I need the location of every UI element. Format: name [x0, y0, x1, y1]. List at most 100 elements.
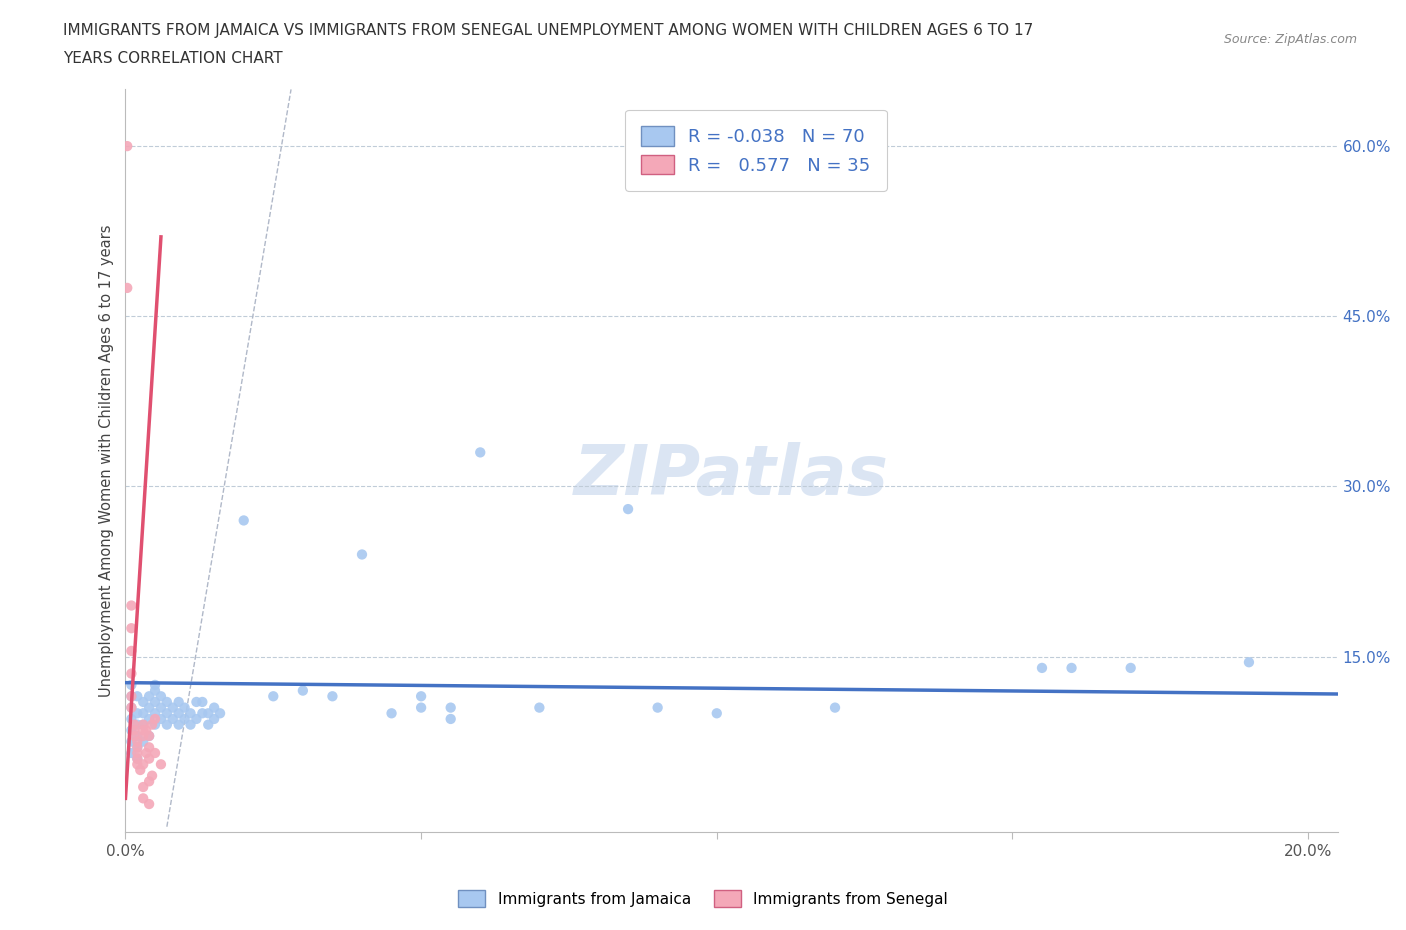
- Point: [209, 706, 232, 721]
- Point: [470, 445, 492, 459]
- Legend: R = -0.038   N = 70, R =   0.577   N = 35: R = -0.038 N = 70, R = 0.577 N = 35: [624, 110, 887, 191]
- Text: Source: ZipAtlas.com: Source: ZipAtlas.com: [1223, 33, 1357, 46]
- Point: [647, 700, 669, 715]
- Point: [120, 689, 142, 704]
- Point: [127, 717, 149, 732]
- Point: [120, 677, 142, 692]
- Point: [132, 717, 155, 732]
- Point: [138, 740, 160, 755]
- Point: [138, 797, 160, 812]
- Legend: Immigrants from Jamaica, Immigrants from Senegal: Immigrants from Jamaica, Immigrants from…: [451, 884, 955, 913]
- Point: [132, 695, 155, 710]
- Point: [1031, 660, 1053, 675]
- Point: [138, 774, 160, 789]
- Point: [138, 711, 160, 726]
- Point: [138, 751, 160, 766]
- Point: [411, 689, 433, 704]
- Point: [143, 746, 166, 761]
- Point: [132, 723, 155, 737]
- Point: [529, 700, 551, 715]
- Point: [127, 734, 149, 749]
- Point: [138, 700, 160, 715]
- Point: [120, 723, 142, 737]
- Point: [120, 734, 142, 749]
- Point: [124, 728, 146, 743]
- Point: [124, 723, 146, 737]
- Point: [149, 700, 172, 715]
- Point: [127, 706, 149, 721]
- Point: [440, 711, 463, 726]
- Point: [617, 501, 640, 516]
- Point: [138, 689, 160, 704]
- Y-axis label: Unemployment Among Women with Children Ages 6 to 17 years: Unemployment Among Women with Children A…: [100, 225, 114, 698]
- Point: [143, 677, 166, 692]
- Point: [173, 700, 195, 715]
- Point: [120, 644, 142, 658]
- Point: [127, 728, 149, 743]
- Point: [202, 711, 225, 726]
- Point: [120, 689, 142, 704]
- Point: [143, 684, 166, 698]
- Point: [156, 695, 179, 710]
- Point: [191, 695, 214, 710]
- Point: [143, 695, 166, 710]
- Point: [202, 700, 225, 715]
- Point: [117, 139, 139, 153]
- Point: [180, 706, 202, 721]
- Point: [132, 757, 155, 772]
- Point: [1119, 660, 1142, 675]
- Point: [162, 711, 184, 726]
- Point: [173, 711, 195, 726]
- Point: [127, 746, 149, 761]
- Point: [440, 700, 463, 715]
- Point: [127, 740, 149, 755]
- Point: [138, 728, 160, 743]
- Text: IMMIGRANTS FROM JAMAICA VS IMMIGRANTS FROM SENEGAL UNEMPLOYMENT AMONG WOMEN WITH: IMMIGRANTS FROM JAMAICA VS IMMIGRANTS FR…: [63, 23, 1033, 38]
- Point: [143, 717, 166, 732]
- Point: [156, 717, 179, 732]
- Point: [706, 706, 728, 721]
- Point: [162, 700, 184, 715]
- Point: [167, 717, 190, 732]
- Point: [149, 757, 172, 772]
- Point: [132, 706, 155, 721]
- Point: [186, 711, 208, 726]
- Point: [1237, 655, 1260, 670]
- Point: [141, 717, 163, 732]
- Point: [120, 746, 142, 761]
- Point: [132, 717, 155, 732]
- Point: [232, 513, 254, 528]
- Point: [824, 700, 846, 715]
- Point: [120, 700, 142, 715]
- Point: [167, 695, 190, 710]
- Point: [149, 689, 172, 704]
- Point: [127, 757, 149, 772]
- Point: [186, 695, 208, 710]
- Point: [120, 711, 142, 726]
- Point: [149, 711, 172, 726]
- Point: [143, 706, 166, 721]
- Point: [197, 706, 219, 721]
- Point: [411, 700, 433, 715]
- Text: YEARS CORRELATION CHART: YEARS CORRELATION CHART: [63, 51, 283, 66]
- Point: [120, 620, 142, 635]
- Point: [350, 547, 373, 562]
- Point: [135, 746, 157, 761]
- Point: [156, 706, 179, 721]
- Point: [127, 689, 149, 704]
- Point: [117, 281, 139, 296]
- Point: [120, 666, 142, 681]
- Point: [120, 700, 142, 715]
- Point: [167, 706, 190, 721]
- Point: [291, 684, 314, 698]
- Point: [191, 706, 214, 721]
- Point: [127, 751, 149, 766]
- Point: [129, 763, 152, 777]
- Point: [143, 711, 166, 726]
- Point: [138, 728, 160, 743]
- Point: [127, 751, 149, 766]
- Text: ZIPatlas: ZIPatlas: [574, 443, 889, 510]
- Point: [124, 717, 146, 732]
- Point: [262, 689, 284, 704]
- Point: [120, 598, 142, 613]
